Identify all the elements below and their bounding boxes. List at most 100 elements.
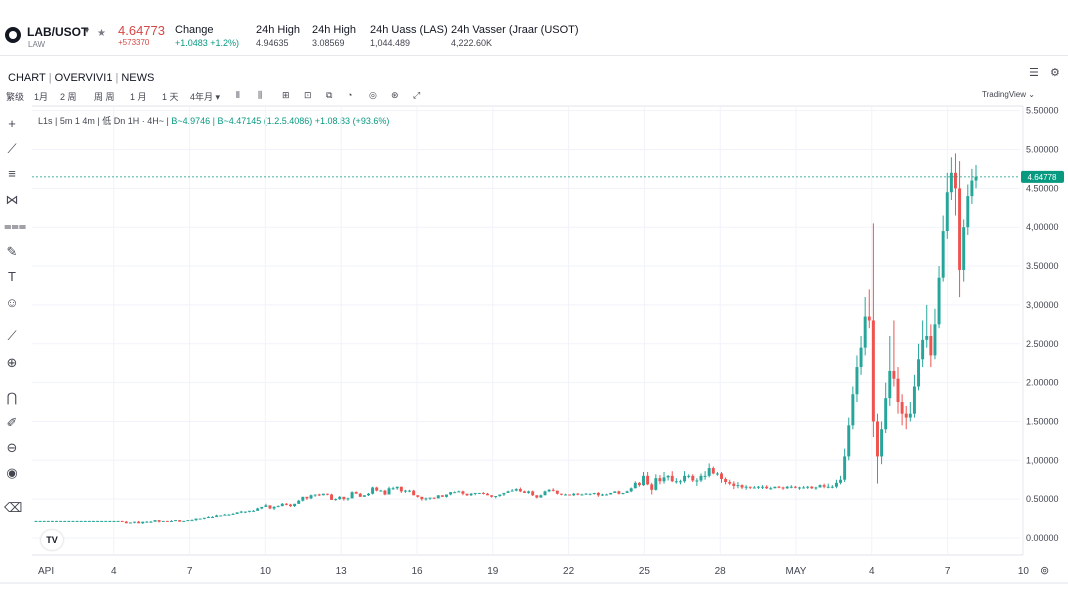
candle-body [334,499,338,501]
candle-body [637,482,641,486]
y-tick-label: 0.00000 [1026,533,1059,543]
candle-body [646,475,650,485]
candle-body [740,485,744,488]
indicators-icon[interactable]: ⊞ [282,90,290,100]
last-price-badge-label: 4.64778 [1028,173,1057,182]
target-icon[interactable]: ⊛ [391,90,399,100]
candle-body [83,520,87,522]
stat-high-label: 24h High [256,24,301,36]
candle-body [42,520,46,522]
trend-line-icon[interactable]: ⟋ [7,141,17,156]
candle-body [494,496,498,498]
lock-drawing-icon[interactable]: ✐ [6,415,18,430]
interval-dropdown[interactable]: 4年月 ▾ [190,92,221,102]
candle-body [514,489,518,491]
lock-icon[interactable]: ⊖ [6,440,18,455]
candle-body [613,491,617,493]
candles-icon[interactable]: ⫼ [258,90,263,100]
candle-body [243,511,247,513]
candle-body [884,398,888,430]
legend-intervals[interactable]: L1s | 5m 1 4m | 低 Dn 1H · 4H~ | [38,116,169,126]
ruler-icon[interactable]: ⟋ [7,328,17,343]
tab-overview[interactable]: OVERVIVI1 [54,72,113,84]
candle-body [342,496,346,500]
candle-body [752,487,756,489]
candle-body [642,475,645,486]
candle-body [252,510,256,512]
candle-body [674,481,678,483]
x-tick-label: 16 [411,566,423,577]
candle-body [330,494,334,500]
candle-body [531,491,535,496]
time-axis-settings-icon[interactable]: ⊚ [1040,565,1050,577]
candle-body [59,520,63,522]
stat-change-value: +1.0483 +1.2%) [175,38,240,48]
symbol-dropdown-icon[interactable]: ▾ [85,26,90,35]
toolbar-item[interactable]: 繁级 [6,92,25,102]
replay-icon[interactable]: ◎ [369,90,377,100]
candle-body [949,172,953,193]
symbol-name[interactable]: LAB/USOT [27,25,89,39]
candle-body [445,494,448,497]
candle-body [847,425,851,457]
candle-body [793,486,797,488]
candle-body [79,520,83,522]
candle-body [481,492,485,494]
candle-body [654,478,658,490]
trash-icon[interactable]: ⌫ [4,500,23,515]
tab-chart[interactable]: CHART [8,72,46,84]
stat-low-value: 3.08569 [312,38,345,48]
text-tool-icon[interactable]: T [8,269,16,284]
bar-type-icon[interactable]: ⫴ [236,90,240,100]
candle-body [408,490,412,492]
candle-body [428,497,432,499]
settings-icon[interactable]: ⚙ [1050,67,1060,79]
candle-body [658,478,662,482]
y-tick-label: 2.50000 [1026,339,1059,349]
layout-icon[interactable]: ⧉ [326,90,333,100]
tradingview-logo-icon[interactable]: TV [41,530,63,550]
candle-body [399,486,403,492]
alert-icon[interactable]: ◔ [347,90,353,100]
candle-body [120,520,124,522]
candle-body [289,504,292,507]
candle-body [588,493,592,495]
y-tick-label: 2.00000 [1026,378,1059,388]
candle-body [124,521,128,524]
x-tick-label: 22 [563,566,575,577]
emoji-icon[interactable]: ☺ [5,295,19,310]
tab-news[interactable]: NEWS [121,72,155,84]
eye-icon[interactable]: ◉ [6,465,18,480]
candle-body [761,486,765,488]
toolbar-item[interactable]: 周 周 [94,92,115,102]
toolbar-item[interactable]: 1 天 [162,92,179,102]
tab-separator: | [115,72,119,84]
toolbar-item[interactable]: 1 月 [130,92,147,102]
magnet-icon[interactable]: ⋂ [6,390,18,405]
crosshair-icon[interactable]: + [8,116,16,131]
horizontal-lines-icon[interactable]: ≡ [8,166,16,181]
candle-body [707,468,711,476]
candle-body [748,486,752,488]
candle-body [55,520,59,522]
candle-body [391,488,395,490]
candle-body [650,484,654,490]
favorite-star-icon[interactable]: ★ [97,28,106,39]
fullscreen-icon[interactable]: ⤢ [413,90,421,100]
candle-body [876,421,879,457]
candle-body [453,492,457,494]
brush-icon[interactable]: ✎ [6,244,18,259]
exchange-logo-icon [5,27,21,43]
menu-icon[interactable]: ☰ [1029,67,1039,79]
toolbar-item[interactable]: 2 周 [60,92,77,102]
zoom-in-icon[interactable]: ⊕ [6,355,18,370]
tradingview-brand-menu[interactable]: TradingView ⌄ [982,90,1035,99]
candle-body [744,486,748,488]
toolbar-item[interactable]: 1月 [34,92,49,102]
pitchfork-icon[interactable]: ⋈ [5,192,19,207]
candle-body [765,486,769,489]
candle-body [789,486,793,488]
compare-icon[interactable]: ⊡ [304,90,312,100]
y-tick-label: 0.50000 [1026,494,1059,504]
